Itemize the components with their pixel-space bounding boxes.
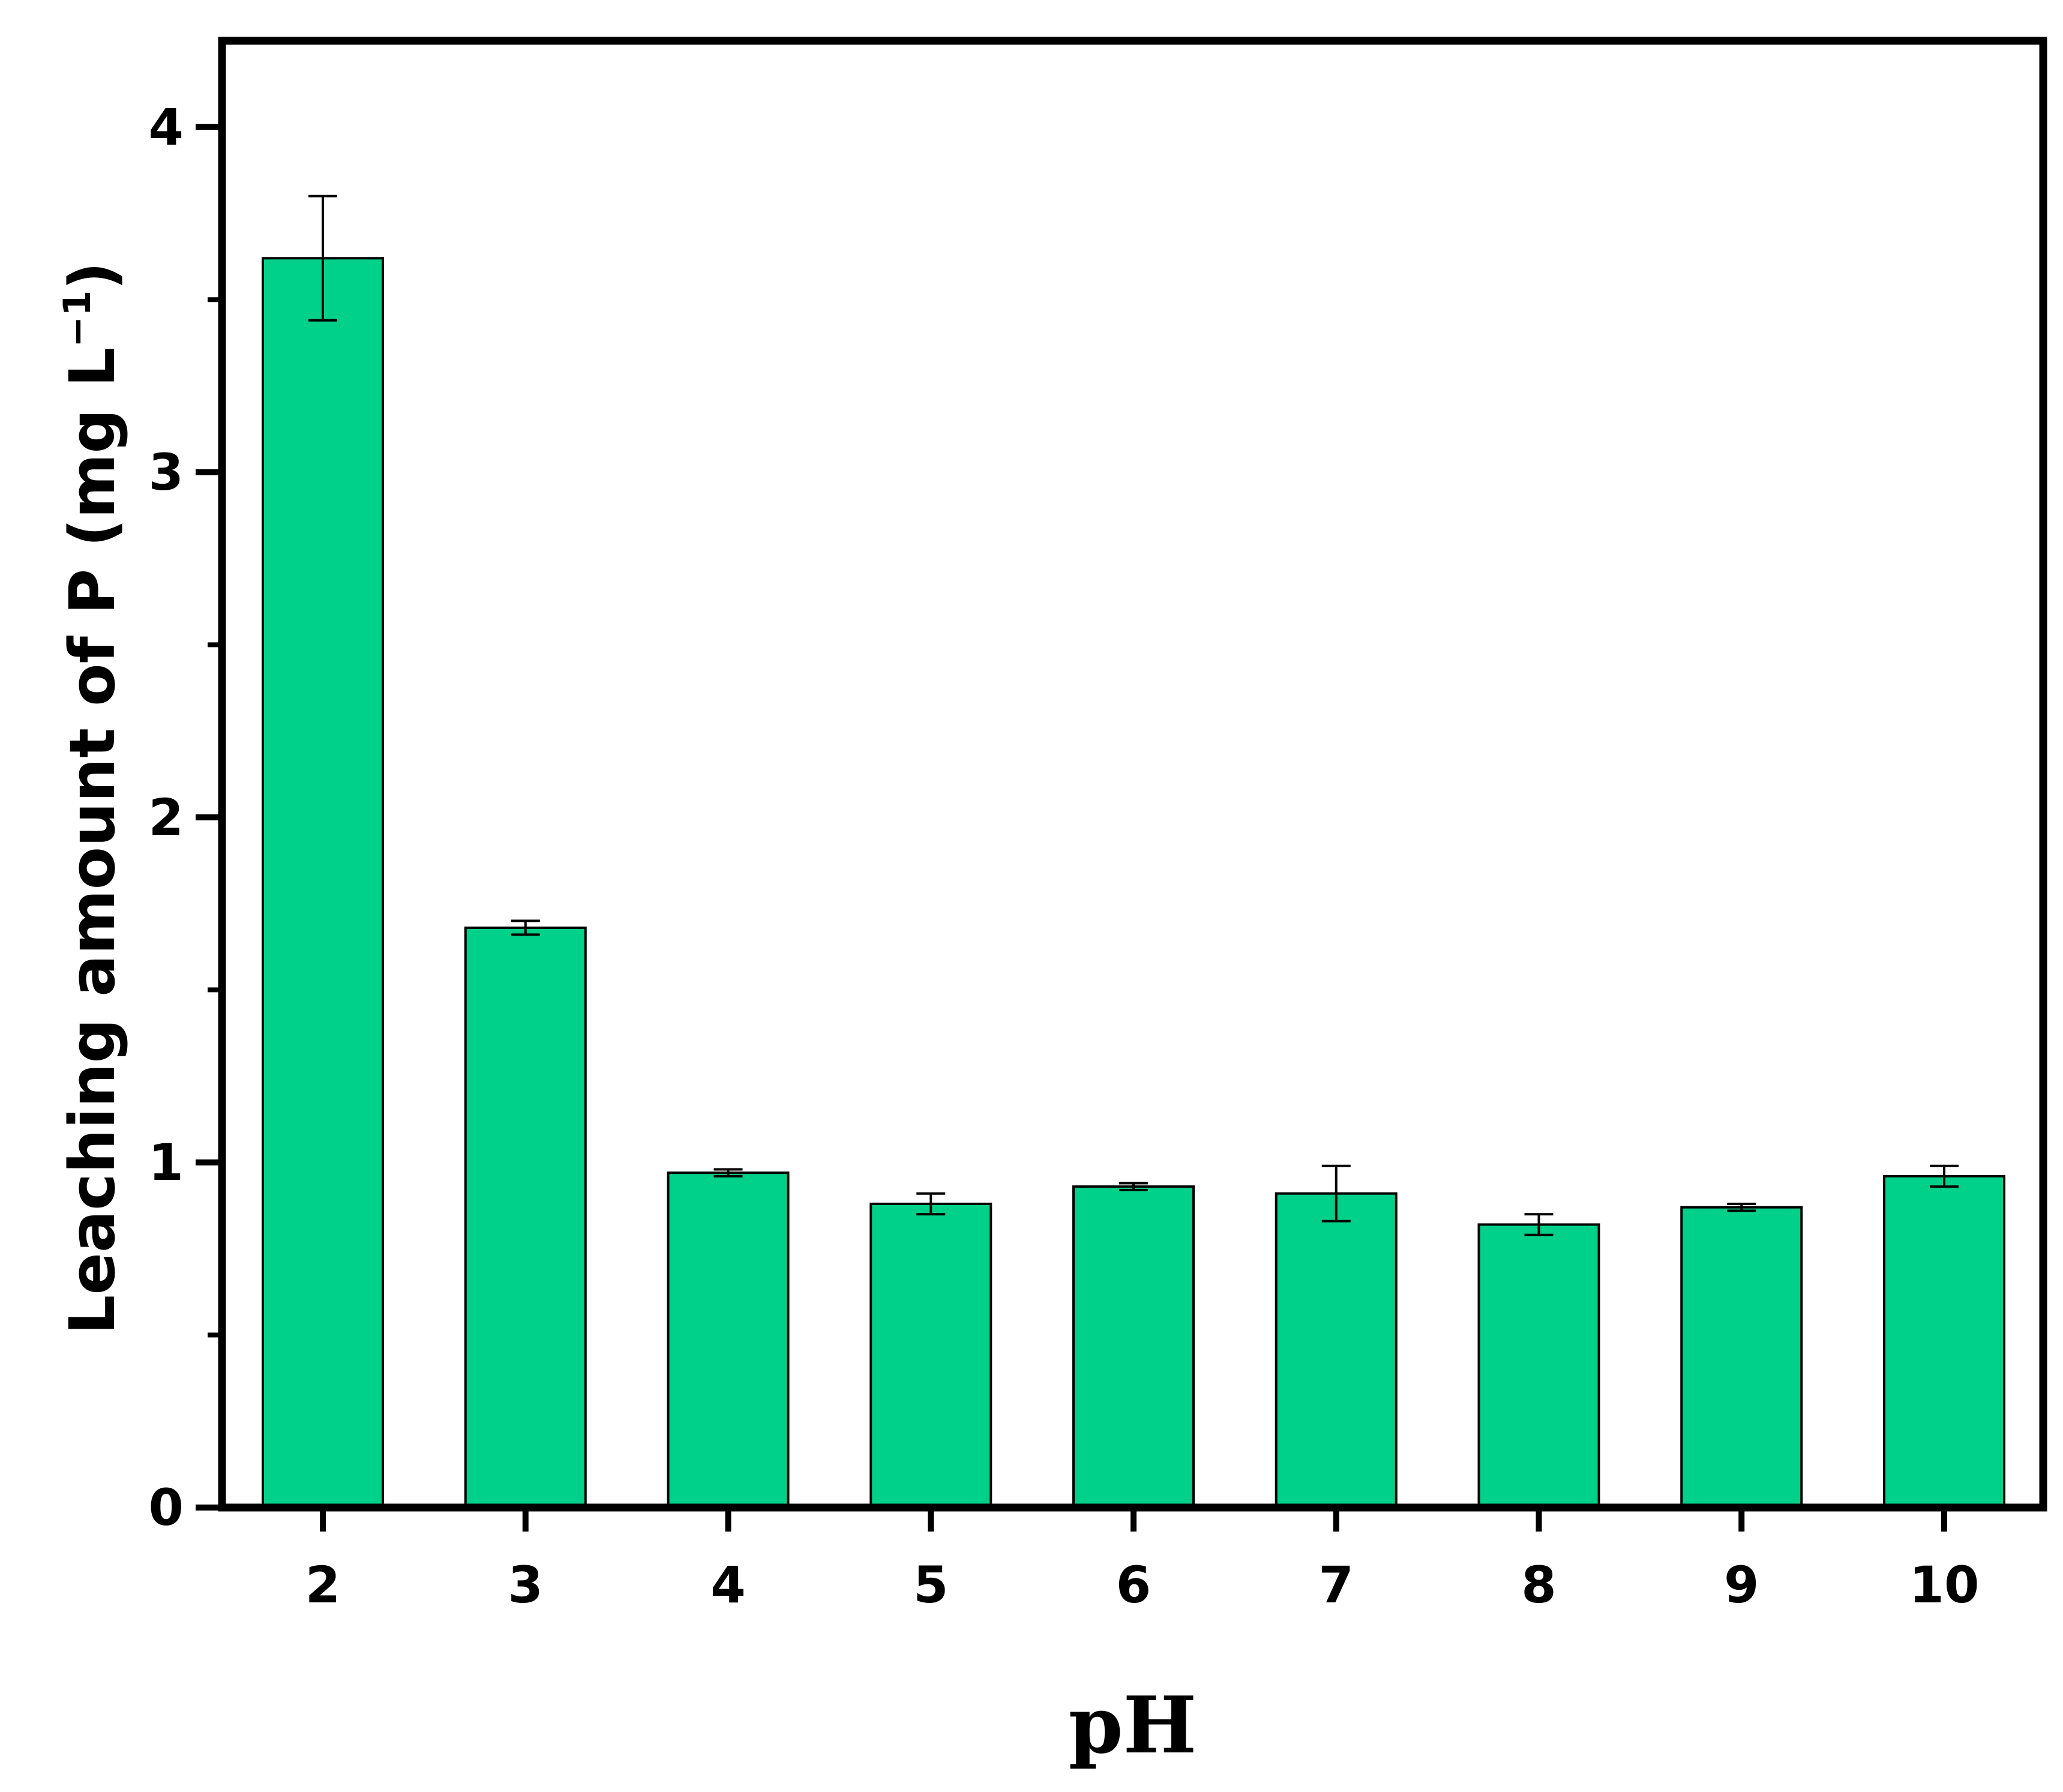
x-axis: 2 3 4 5 6 7 8 9 10 <box>305 1508 1980 1614</box>
x-tick-label: 10 <box>1909 1556 1980 1614</box>
bar-ph-5 <box>869 1202 992 1509</box>
y-tick-label: 2 <box>149 788 184 847</box>
bar-ph-8 <box>1477 1223 1600 1509</box>
error-bar-ph-5 <box>916 1192 946 1216</box>
error-bar-ph-2 <box>308 194 337 322</box>
x-tick-label: 8 <box>1521 1556 1556 1614</box>
y-axis-title-close: ) <box>56 262 129 290</box>
bar-ph-7 <box>1275 1192 1398 1509</box>
y-tick-label: 0 <box>149 1478 184 1537</box>
y-axis-title-main: Leaching amount of P (mg L <box>56 347 129 1335</box>
error-bar-ph-6 <box>1119 1182 1148 1191</box>
x-axis-title: pH <box>1069 1679 1197 1771</box>
bar-ph-3 <box>464 926 587 1509</box>
error-bar-ph-7 <box>1321 1164 1351 1222</box>
y-tick-label: 4 <box>149 98 184 157</box>
x-tick-label: 3 <box>508 1556 543 1614</box>
y-axis-title: Leaching amount of P (mg L−1) <box>55 262 129 1335</box>
y-tick-label: 3 <box>149 443 184 502</box>
y-axis-title-superscript: −1 <box>55 290 99 347</box>
bars-layer <box>262 257 2005 1509</box>
bar-ph-2 <box>262 257 384 1509</box>
y-axis: 0 1 2 3 4 <box>149 98 222 1537</box>
error-bar-ph-10 <box>1930 1164 1959 1188</box>
y-tick-label: 1 <box>149 1133 184 1192</box>
x-tick-label: 9 <box>1724 1556 1759 1614</box>
bar-ph-9 <box>1680 1206 1803 1509</box>
bar-ph-10 <box>1883 1174 2005 1509</box>
bar-ph-4 <box>667 1171 790 1509</box>
error-bar-ph-3 <box>511 919 540 936</box>
x-tick-label: 5 <box>913 1556 948 1614</box>
error-bars-layer <box>308 194 1959 1236</box>
error-bar-ph-9 <box>1727 1202 1756 1212</box>
x-tick-label: 4 <box>710 1556 745 1614</box>
bar-ph-6 <box>1072 1185 1195 1509</box>
error-bar-ph-8 <box>1524 1213 1554 1236</box>
x-tick-label: 7 <box>1319 1556 1354 1614</box>
x-tick-label: 2 <box>305 1556 340 1614</box>
x-tick-label: 6 <box>1116 1556 1151 1614</box>
error-bar-ph-4 <box>713 1168 743 1177</box>
